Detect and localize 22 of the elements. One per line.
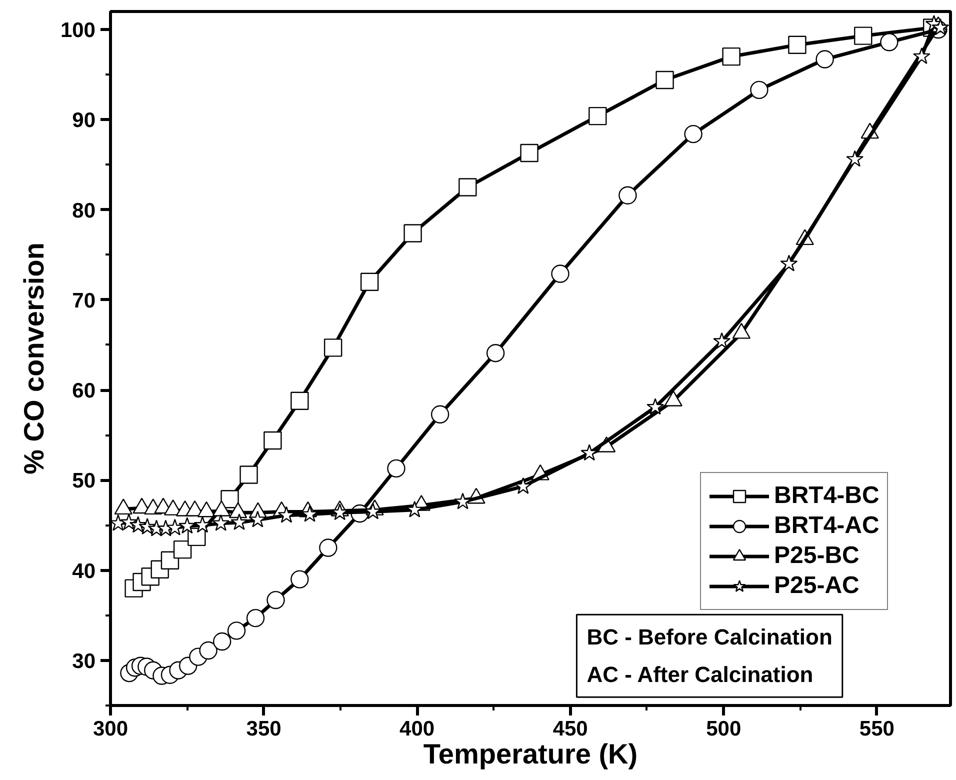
legend-label: BRT4-BC	[774, 481, 880, 511]
x-axis-title: Temperature (K)	[423, 738, 638, 770]
x-tick-label: 500	[706, 718, 742, 740]
y-tick-label: 30	[72, 650, 96, 673]
y-axis-title: % CO conversion	[18, 242, 50, 474]
y-tick-label: 60	[72, 380, 96, 403]
x-tick-label: 400	[400, 718, 435, 740]
annotation: AC - After Calcination	[586, 662, 814, 688]
legend-label: P25-BC	[774, 541, 860, 571]
x-tick-label: 450	[552, 718, 588, 740]
legend-label: P25-AC	[774, 571, 860, 601]
x-tick-label: 300	[92, 718, 128, 740]
y-tick-label: 40	[72, 560, 96, 583]
y-tick-label: 70	[72, 289, 96, 312]
x-tick-label: 550	[859, 718, 894, 740]
y-tick-label: 80	[72, 199, 96, 222]
x-tick-label: 350	[246, 718, 282, 740]
y-tick-label: 50	[72, 470, 96, 493]
y-tick-label: 100	[60, 19, 96, 42]
y-tick-label: 90	[72, 109, 96, 132]
annotation: BC - Before Calcination	[586, 624, 832, 650]
legend-label: BRT4-AC	[774, 511, 880, 541]
